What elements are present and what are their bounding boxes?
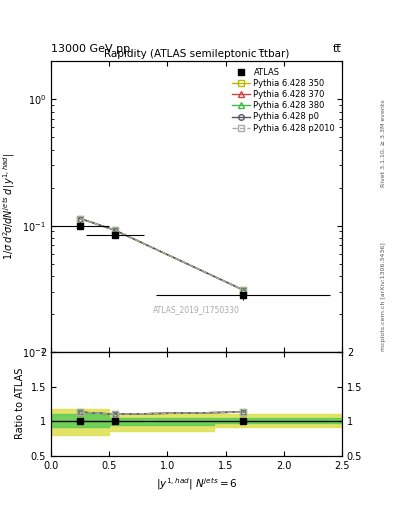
Y-axis label: $1 / \sigma\, d^2\!\sigma / d N^{jets}\, d\, |y^{1,had}|$: $1 / \sigma\, d^2\!\sigma / d N^{jets}\,… [1,153,17,261]
Y-axis label: Ratio to ATLAS: Ratio to ATLAS [15,368,25,439]
Title: Rapidity (ATLAS semileptonic t̅tbar): Rapidity (ATLAS semileptonic t̅tbar) [104,49,289,59]
Text: Rivet 3.1.10, ≥ 3.3M events: Rivet 3.1.10, ≥ 3.3M events [381,99,386,187]
Text: ATLAS_2019_I1750330: ATLAS_2019_I1750330 [153,305,240,314]
Legend: ATLAS, Pythia 6.428 350, Pythia 6.428 370, Pythia 6.428 380, Pythia 6.428 p0, Py: ATLAS, Pythia 6.428 350, Pythia 6.428 37… [230,66,338,135]
X-axis label: $|y^{1,had}|\ N^{jets} = 6$: $|y^{1,had}|\ N^{jets} = 6$ [156,476,237,492]
Text: tt̅: tt̅ [333,44,342,54]
Text: mcplots.cern.ch [arXiv:1306.3436]: mcplots.cern.ch [arXiv:1306.3436] [381,243,386,351]
Text: 13000 GeV pp: 13000 GeV pp [51,44,130,54]
